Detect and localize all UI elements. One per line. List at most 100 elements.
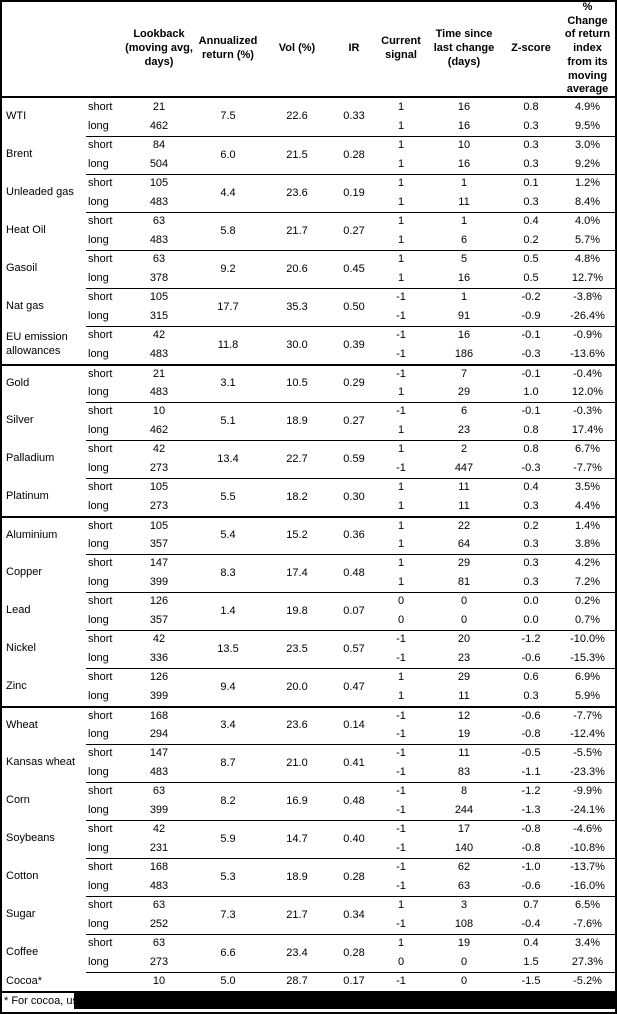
current-signal-value: 1 (376, 174, 426, 193)
lookback-value: 168 (124, 706, 194, 725)
pct-change-value: 7.2% (574, 575, 601, 588)
leg-label: long (88, 841, 109, 854)
z-score-value: -0.2 (502, 288, 560, 307)
days-since-change-value: 0 (426, 592, 502, 611)
current-signal-value: -1 (396, 461, 406, 474)
leg-label: long (88, 309, 109, 322)
ir-value: 0.36 (332, 516, 376, 554)
col-header-current-signal: Current signal (376, 2, 426, 98)
lookback-value: 504 (149, 157, 169, 170)
pct-change-value: 12.7% (571, 271, 604, 284)
vol-value: 17.4 (262, 554, 332, 592)
lookback-value: 357 (149, 537, 169, 550)
footnote-text: * For cocoa, uses (4, 995, 90, 1007)
commodity-name: Platinum (6, 490, 49, 503)
current-signal-value: -1 (376, 630, 426, 649)
col-header-pct-change: % Change of return index from its moving… (560, 2, 615, 98)
vol-value: 18.2 (262, 478, 332, 516)
commodity-name: Gold (2, 364, 86, 402)
lookback-value: 483 (149, 195, 169, 208)
leg-label: short (86, 554, 124, 573)
days-since-change-value: 20 (426, 630, 502, 649)
days-since-change-value: 5 (426, 250, 502, 269)
days-since-change-value: 23 (457, 423, 471, 436)
pct-change-value: 17.4% (571, 423, 604, 436)
lookback-value: 105 (124, 478, 194, 497)
days-since-change-value: 64 (457, 537, 471, 550)
commodity-name: Zinc (6, 680, 27, 693)
pct-change-value: -4.6% (560, 820, 615, 839)
annualized-return-value: 5.1 (194, 402, 262, 440)
lookback-value: 168 (124, 858, 194, 877)
ir-value: 0.28 (332, 934, 376, 972)
vol-value: 23.6 (262, 706, 332, 744)
current-signal-value: 1 (376, 440, 426, 459)
vol-value: 21.5 (262, 136, 332, 174)
pct-change-value: 4.8% (560, 250, 615, 269)
leg-label: long (88, 423, 109, 436)
z-score-value: 0.6 (502, 668, 560, 687)
pct-change-value: 1.4% (560, 516, 615, 535)
leg-label: long (88, 537, 109, 550)
pct-change-value: 4.4% (574, 499, 601, 512)
pct-change-value: 5.9% (574, 689, 601, 702)
current-signal-value: 1 (376, 896, 426, 915)
lookback-value: 483 (149, 765, 169, 778)
days-since-change-value: 19 (457, 727, 471, 740)
commodity-name: Palladium (6, 452, 55, 465)
days-since-change-value: 11 (458, 195, 470, 208)
lookback-value: 399 (149, 689, 169, 702)
lookback-value: 273 (149, 955, 169, 968)
lookback-value: 105 (124, 288, 194, 307)
ir-value: 0.34 (332, 896, 376, 934)
ir-value: 0.30 (332, 478, 376, 516)
leg-label: long (88, 461, 109, 474)
days-since-change-value: 0 (460, 955, 468, 968)
lookback-value: 399 (149, 803, 169, 816)
pct-change-value: 5.7% (574, 233, 601, 246)
z-score-value: -0.6 (521, 651, 541, 664)
table-grid: Lookback (moving avg, days) Annualized r… (2, 2, 615, 991)
pct-change-value: -7.7% (560, 706, 615, 725)
current-signal-value: 1 (376, 554, 426, 573)
commodity-name: WTI (6, 110, 27, 123)
vol-value: 30.0 (262, 326, 332, 364)
pct-change-value: 6.9% (560, 668, 615, 687)
days-since-change-value: 16 (457, 157, 471, 170)
pct-change-value: 3.0% (560, 136, 615, 155)
z-score-value: 0.0 (523, 613, 539, 626)
days-since-change-value: 16 (426, 326, 502, 345)
annualized-return-value: 5.3 (194, 858, 262, 896)
pct-change-value: -13.7% (560, 858, 615, 877)
current-signal-value: -1 (376, 858, 426, 877)
days-since-change-value: 10 (426, 136, 502, 155)
pct-change-value: -0.9% (560, 326, 615, 345)
commodity-name: Brent (6, 148, 33, 161)
current-signal-value: 1 (376, 934, 426, 953)
pct-change-value: 6.7% (560, 440, 615, 459)
leg-label: short (86, 668, 124, 687)
pct-change-value: 4.9% (574, 100, 601, 113)
commodity-name: Wheat (2, 706, 86, 744)
lookback-value: 315 (149, 309, 169, 322)
z-score-value: -1.3 (521, 803, 541, 816)
leg-label: long (88, 765, 109, 778)
leg-label: short (86, 630, 124, 649)
pct-change-value: 27.3% (571, 955, 604, 968)
vol-value: 14.7 (262, 820, 332, 858)
z-score-value: 0.4 (502, 212, 560, 231)
days-since-change-value: 11 (426, 744, 502, 763)
leg-label: short (86, 934, 124, 953)
z-score-value: 0.3 (502, 136, 560, 155)
ir-value: 0.48 (332, 782, 376, 820)
current-signal-value: 0 (376, 592, 426, 611)
pct-change-value: -15.3% (570, 651, 605, 664)
lookback-value: 21 (124, 364, 194, 383)
days-since-change-value: 17 (426, 820, 502, 839)
pct-change-value: -0.3% (560, 402, 615, 421)
days-since-change-value: 447 (454, 461, 474, 474)
lookback-value: 294 (149, 727, 169, 740)
leg-label: long (88, 385, 109, 398)
current-signal-value: -1 (376, 364, 426, 383)
vol-value: 23.4 (262, 934, 332, 972)
